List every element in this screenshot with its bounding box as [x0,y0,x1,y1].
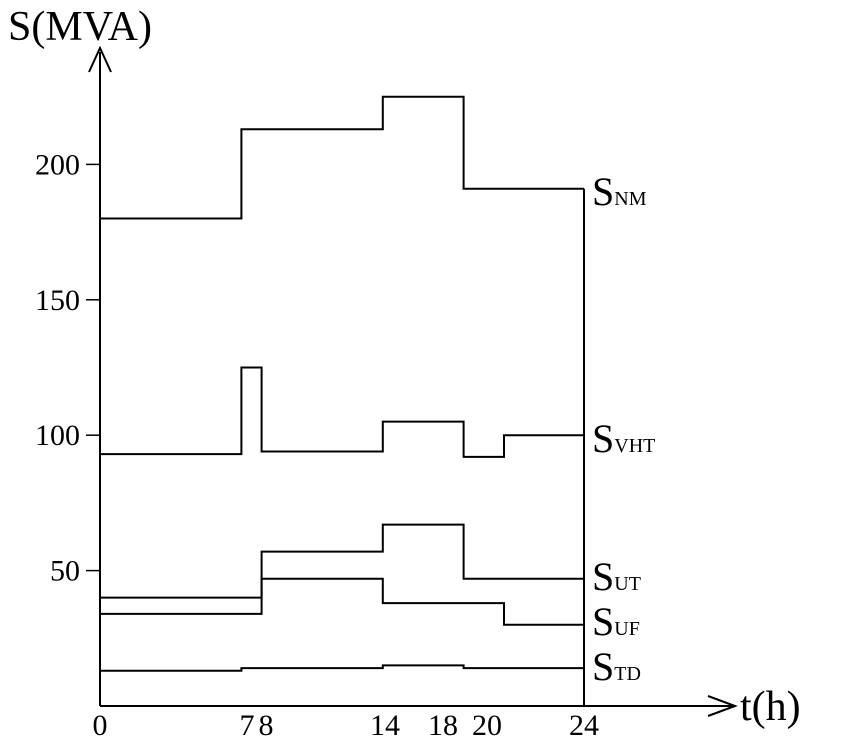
y-ticks: 50 100 150 200 [35,148,100,588]
series-label-td: STD [592,644,641,689]
y-tick-label: 200 [35,148,80,181]
x-tick-label: 8 [259,709,274,740]
y-tick-label: 50 [50,555,80,588]
x-tick-label: 24 [569,709,599,740]
series-label-uf: SUF [592,599,640,644]
axes: S(MVA) t(h) [8,4,801,730]
series-label-vht: SVHT [592,416,655,461]
y-axis-title: S(MVA) [8,4,152,50]
series-label-ut: SUT [592,554,641,599]
x-tick-label: 20 [472,709,502,740]
y-axis-arrow [88,45,112,73]
series-line-ut [100,523,584,599]
x-ticks: 0 7 8 14 18 20 24 [93,709,600,740]
series-line-uf [100,577,584,626]
series-lines [100,95,585,706]
x-tick-label: 14 [370,709,400,740]
x-axis-title: t(h) [740,684,801,730]
series-line-vht [100,366,584,458]
series-line-td [100,664,584,672]
y-tick-label: 150 [35,284,80,317]
x-tick-label: 0 [93,709,108,740]
x-tick-label: 7 [240,709,255,740]
series-line-nm [100,95,584,220]
y-tick-label: 100 [35,419,80,452]
x-tick-label: 18 [428,709,458,740]
series-label-nm: SNM [592,169,647,214]
x-axis-arrow [707,695,738,717]
